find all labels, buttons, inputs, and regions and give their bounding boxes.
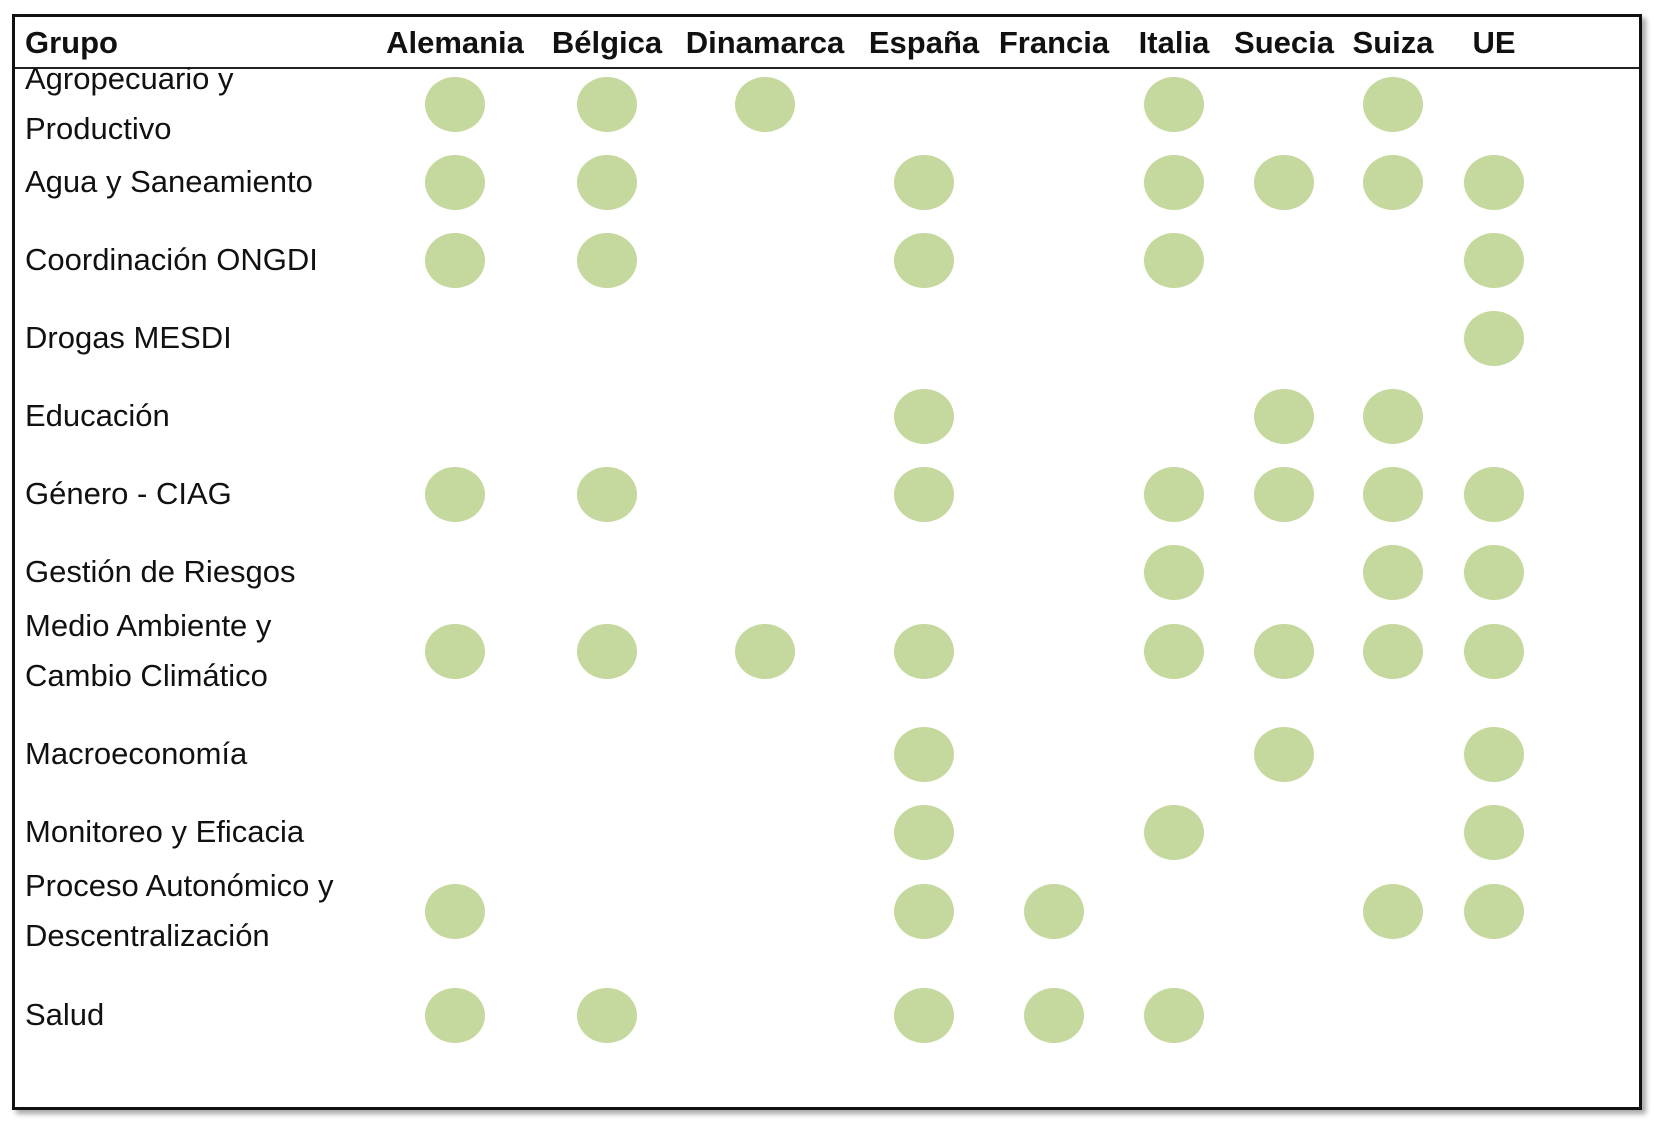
row-label-line: Productivo bbox=[25, 111, 172, 146]
participation-dot bbox=[1144, 155, 1204, 210]
row-label: Coordinación ONGDI bbox=[25, 235, 318, 285]
row-label-line: Drogas MESDI bbox=[25, 320, 232, 355]
participation-dot bbox=[894, 624, 954, 679]
participation-dot bbox=[1254, 389, 1314, 444]
participation-dot bbox=[1254, 467, 1314, 522]
row-label-line: Salud bbox=[25, 997, 105, 1032]
participation-dot bbox=[1363, 884, 1423, 939]
participation-dot bbox=[894, 233, 954, 288]
column-header: Alemania bbox=[386, 25, 524, 60]
participation-dot bbox=[425, 155, 485, 210]
row-label: Género - CIAG bbox=[25, 469, 232, 519]
row-label: Agua y Saneamiento bbox=[25, 157, 313, 207]
participation-dot bbox=[1363, 155, 1423, 210]
participation-dot bbox=[1464, 884, 1524, 939]
participation-dot bbox=[1144, 77, 1204, 132]
participation-dot bbox=[577, 624, 637, 679]
participation-dot bbox=[425, 624, 485, 679]
participation-dot bbox=[425, 467, 485, 522]
row-label-line: Macroeconomía bbox=[25, 736, 248, 771]
participation-dot bbox=[1254, 155, 1314, 210]
participation-dot bbox=[425, 77, 485, 132]
row-label-line: Gestión de Riesgos bbox=[25, 554, 296, 589]
participation-dot bbox=[1144, 233, 1204, 288]
participation-dot bbox=[1144, 805, 1204, 860]
row-label-line: Proceso Autonómico y bbox=[25, 868, 334, 903]
column-header: Dinamarca bbox=[685, 25, 845, 60]
participation-dot bbox=[425, 233, 485, 288]
column-header: España bbox=[868, 25, 980, 60]
participation-dot bbox=[1464, 624, 1524, 679]
participation-dot bbox=[1363, 467, 1423, 522]
participation-dot bbox=[735, 624, 795, 679]
row-label-line: Coordinación ONGDI bbox=[25, 242, 318, 277]
participation-dot bbox=[1464, 233, 1524, 288]
participation-dot bbox=[894, 467, 954, 522]
participation-dot bbox=[1254, 624, 1314, 679]
participation-dot bbox=[1464, 727, 1524, 782]
row-label-line: Medio Ambiente y bbox=[25, 608, 272, 643]
row-label-line: Género - CIAG bbox=[25, 476, 232, 511]
row-label: Monitoreo y Eficacia bbox=[25, 807, 304, 857]
participation-dot bbox=[425, 884, 485, 939]
participation-dot bbox=[894, 389, 954, 444]
participation-dot bbox=[1363, 624, 1423, 679]
column-header: Suiza bbox=[1352, 25, 1434, 60]
participation-dot bbox=[1144, 624, 1204, 679]
column-header: Italia bbox=[1138, 25, 1210, 60]
row-label: Medio Ambiente y Cambio Climático bbox=[25, 601, 271, 701]
participation-dot bbox=[1144, 988, 1204, 1043]
participation-dot bbox=[577, 233, 637, 288]
participation-dot bbox=[894, 884, 954, 939]
row-label-line: Monitoreo y Eficacia bbox=[25, 814, 305, 849]
participation-dot bbox=[1464, 545, 1524, 600]
row-label-line: Agua y Saneamiento bbox=[25, 164, 313, 199]
participation-dot bbox=[894, 988, 954, 1043]
column-header: UE bbox=[1472, 25, 1516, 60]
column-header: Bélgica bbox=[551, 25, 663, 60]
row-label: Educación bbox=[25, 391, 170, 441]
participation-dot bbox=[1464, 155, 1524, 210]
row-label: Salud bbox=[25, 990, 104, 1040]
participation-dot bbox=[1144, 467, 1204, 522]
participation-dot bbox=[577, 155, 637, 210]
column-header: Suecia bbox=[1234, 25, 1334, 60]
participation-dot bbox=[577, 77, 637, 132]
participation-table: Grupo Agropecuario y Productivo Agua y San… bbox=[12, 14, 1642, 1110]
participation-dot bbox=[735, 77, 795, 132]
header-rule bbox=[15, 67, 1639, 69]
participation-dot bbox=[894, 805, 954, 860]
row-label: Proceso Autonómico y Descentralización bbox=[25, 861, 333, 961]
row-label: Drogas MESDI bbox=[25, 313, 232, 363]
row-label-line: Educación bbox=[25, 398, 170, 433]
column-header: Francia bbox=[998, 25, 1110, 60]
row-label: Gestión de Riesgos bbox=[25, 547, 296, 597]
participation-dot bbox=[1254, 727, 1314, 782]
participation-dot bbox=[425, 988, 485, 1043]
participation-dot bbox=[1024, 884, 1084, 939]
participation-dot bbox=[1363, 77, 1423, 132]
participation-dot bbox=[1144, 545, 1204, 600]
participation-dot bbox=[1024, 988, 1084, 1043]
participation-dot bbox=[1363, 389, 1423, 444]
row-label: Macroeconomía bbox=[25, 729, 247, 779]
participation-dot bbox=[1464, 311, 1524, 366]
row-label-line: Agropecuario y bbox=[25, 61, 234, 96]
participation-dot bbox=[1464, 805, 1524, 860]
row-label-line: Cambio Climático bbox=[25, 658, 268, 693]
participation-dot bbox=[894, 727, 954, 782]
participation-dot bbox=[577, 988, 637, 1043]
participation-dot bbox=[1464, 467, 1524, 522]
row-label: Agropecuario y Productivo bbox=[25, 54, 234, 154]
participation-dot bbox=[577, 467, 637, 522]
row-label-line: Descentralización bbox=[25, 918, 270, 953]
participation-dot bbox=[894, 155, 954, 210]
group-column-header: Grupo bbox=[25, 25, 118, 60]
participation-dot bbox=[1363, 545, 1423, 600]
